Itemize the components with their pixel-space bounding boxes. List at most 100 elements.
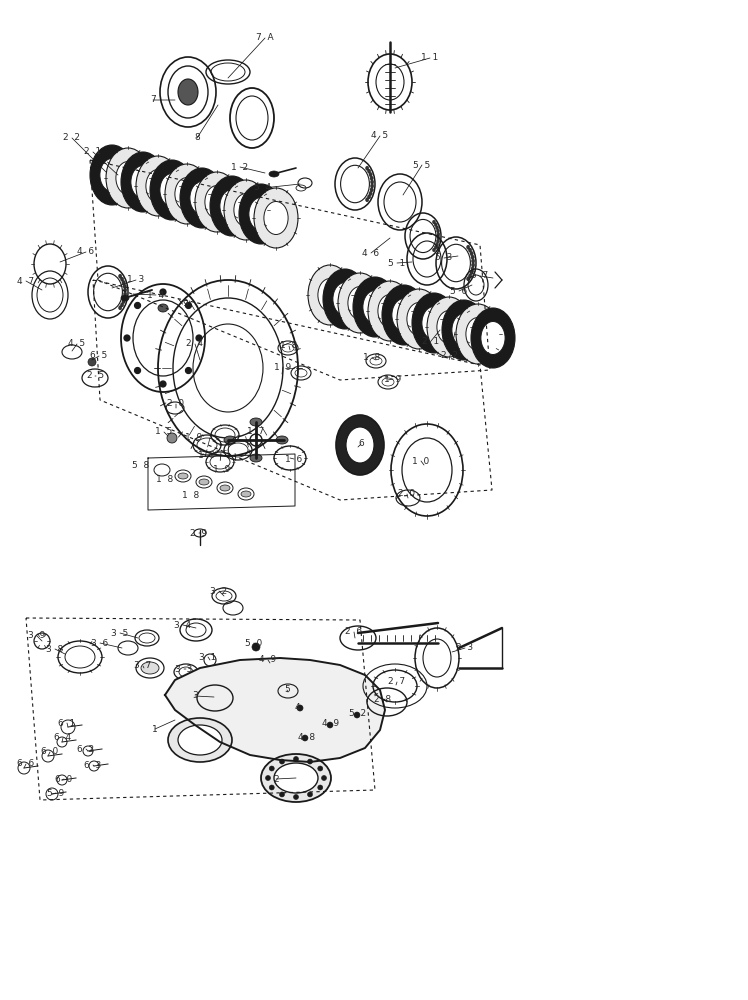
Text: 7  A: 7 A bbox=[256, 33, 274, 42]
Ellipse shape bbox=[471, 308, 515, 368]
Text: 1: 1 bbox=[152, 724, 158, 734]
Ellipse shape bbox=[336, 415, 384, 475]
Ellipse shape bbox=[470, 270, 473, 275]
Text: 1  0: 1 0 bbox=[412, 456, 429, 466]
Ellipse shape bbox=[120, 303, 123, 307]
Ellipse shape bbox=[470, 251, 473, 256]
Text: 2  7: 2 7 bbox=[388, 678, 405, 686]
Ellipse shape bbox=[168, 718, 232, 762]
Ellipse shape bbox=[397, 289, 441, 349]
Ellipse shape bbox=[467, 245, 470, 249]
Text: 2  2: 2 2 bbox=[441, 352, 459, 360]
Ellipse shape bbox=[407, 302, 431, 336]
Text: 4: 4 bbox=[294, 702, 300, 712]
Ellipse shape bbox=[435, 246, 437, 249]
Ellipse shape bbox=[466, 318, 490, 351]
Ellipse shape bbox=[370, 184, 374, 188]
Polygon shape bbox=[165, 658, 385, 762]
Ellipse shape bbox=[122, 280, 125, 285]
Text: 3  8: 3 8 bbox=[46, 645, 64, 654]
Ellipse shape bbox=[367, 169, 371, 173]
Ellipse shape bbox=[348, 286, 372, 320]
Ellipse shape bbox=[346, 427, 374, 463]
Circle shape bbox=[293, 756, 298, 762]
Ellipse shape bbox=[366, 198, 369, 202]
Text: 5: 5 bbox=[284, 686, 290, 694]
Text: 2  1: 2 1 bbox=[423, 336, 440, 346]
Text: 9: 9 bbox=[182, 298, 188, 308]
Ellipse shape bbox=[119, 274, 122, 278]
Circle shape bbox=[160, 289, 166, 295]
Ellipse shape bbox=[158, 304, 168, 312]
Text: 6  0: 6 0 bbox=[55, 774, 73, 784]
Ellipse shape bbox=[437, 229, 439, 233]
Text: 6  5: 6 5 bbox=[91, 352, 108, 360]
Text: 1  8: 1 8 bbox=[364, 354, 381, 362]
Circle shape bbox=[196, 335, 202, 341]
Ellipse shape bbox=[121, 295, 129, 301]
Text: 2  5: 2 5 bbox=[88, 371, 105, 380]
Text: 1  5: 1 5 bbox=[156, 428, 173, 436]
Ellipse shape bbox=[363, 290, 387, 324]
Ellipse shape bbox=[452, 314, 476, 347]
Ellipse shape bbox=[165, 164, 209, 224]
Ellipse shape bbox=[435, 243, 438, 246]
Text: 2  1: 2 1 bbox=[85, 147, 102, 156]
Circle shape bbox=[280, 759, 284, 764]
Ellipse shape bbox=[392, 298, 416, 332]
Ellipse shape bbox=[422, 306, 446, 340]
Text: 1  8: 1 8 bbox=[280, 342, 298, 351]
Text: 6  4: 6 4 bbox=[55, 734, 72, 742]
Circle shape bbox=[135, 302, 141, 308]
Ellipse shape bbox=[160, 174, 184, 207]
Text: 1  2: 1 2 bbox=[231, 162, 248, 172]
Ellipse shape bbox=[378, 294, 402, 328]
Ellipse shape bbox=[368, 281, 412, 341]
Text: 5  1: 5 1 bbox=[388, 258, 405, 267]
Text: 5  5: 5 5 bbox=[414, 160, 431, 169]
Text: 5  0: 5 0 bbox=[245, 639, 263, 648]
Ellipse shape bbox=[224, 180, 268, 240]
Ellipse shape bbox=[308, 265, 352, 325]
Text: 8: 8 bbox=[194, 133, 200, 142]
Text: 5  2: 5 2 bbox=[349, 708, 367, 718]
Circle shape bbox=[322, 776, 326, 780]
Text: 3  6: 3 6 bbox=[91, 639, 108, 648]
Text: 4  5: 4 5 bbox=[372, 131, 388, 140]
Ellipse shape bbox=[249, 198, 273, 231]
Text: 3: 3 bbox=[192, 692, 198, 700]
Text: 2  9: 2 9 bbox=[191, 528, 207, 538]
Text: 1  7: 1 7 bbox=[248, 428, 265, 436]
Circle shape bbox=[250, 434, 262, 446]
Ellipse shape bbox=[382, 285, 426, 345]
Ellipse shape bbox=[123, 284, 126, 288]
Ellipse shape bbox=[437, 310, 461, 344]
Ellipse shape bbox=[333, 282, 357, 316]
Text: 4  6: 4 6 bbox=[78, 247, 94, 256]
Circle shape bbox=[307, 759, 313, 764]
Circle shape bbox=[266, 776, 271, 780]
Text: 1  8: 1 8 bbox=[156, 476, 174, 485]
Ellipse shape bbox=[250, 418, 262, 426]
Text: 3  1: 3 1 bbox=[200, 652, 217, 662]
Ellipse shape bbox=[116, 161, 140, 194]
Text: 1  9: 1 9 bbox=[213, 466, 230, 475]
Ellipse shape bbox=[264, 202, 288, 234]
Text: 4  8: 4 8 bbox=[298, 732, 316, 742]
Circle shape bbox=[327, 722, 333, 728]
Text: 2  0: 2 0 bbox=[399, 489, 416, 498]
Text: 5  9: 5 9 bbox=[47, 788, 64, 798]
Ellipse shape bbox=[241, 491, 251, 497]
Circle shape bbox=[167, 433, 177, 443]
Text: 2  3: 2 3 bbox=[456, 644, 473, 652]
Circle shape bbox=[297, 705, 303, 711]
Ellipse shape bbox=[234, 194, 258, 227]
Ellipse shape bbox=[220, 485, 230, 491]
Ellipse shape bbox=[175, 178, 199, 211]
Ellipse shape bbox=[146, 169, 170, 202]
Ellipse shape bbox=[199, 479, 209, 485]
Ellipse shape bbox=[471, 259, 475, 263]
Circle shape bbox=[269, 766, 275, 771]
Text: 3  9: 3 9 bbox=[28, 632, 46, 641]
Ellipse shape bbox=[437, 239, 439, 243]
